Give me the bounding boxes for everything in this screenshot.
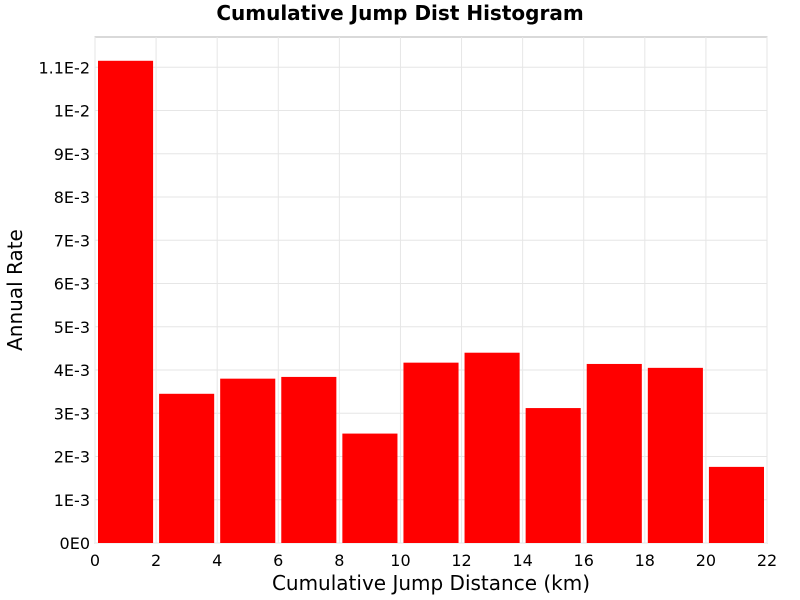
y-tick-label: 1.1E-2 [38, 58, 90, 77]
x-tick-label: 2 [151, 551, 161, 570]
x-tick-label: 18 [635, 551, 655, 570]
histogram-bar [98, 60, 154, 544]
x-tick-label: 16 [574, 551, 594, 570]
y-tick-label: 0E0 [60, 534, 90, 553]
histogram-bar [281, 376, 337, 543]
histogram-bar [342, 433, 398, 543]
y-tick-label: 6E-3 [54, 275, 90, 294]
y-axis-label: Annual Rate [3, 229, 27, 351]
x-tick-label: 0 [90, 551, 100, 570]
histogram-bar [525, 408, 581, 543]
y-axis-ticks: 0E0 1E-3 2E-3 3E-3 4E-3 5E-3 6E-3 7E-3 8E-3 9E-3 1… [38, 58, 90, 553]
x-tick-label: 8 [334, 551, 344, 570]
y-tick-label: 1E-3 [54, 491, 90, 510]
y-tick-label: 5E-3 [54, 318, 90, 337]
chart-title: Cumulative Jump Dist Histogram [216, 1, 583, 25]
y-tick-label: 1E-2 [54, 102, 90, 121]
x-tick-label: 10 [390, 551, 410, 570]
histogram-bar [403, 362, 459, 543]
y-tick-label: 9E-3 [54, 145, 90, 164]
x-tick-label: 6 [273, 551, 283, 570]
y-tick-label: 8E-3 [54, 188, 90, 207]
x-axis-label: Cumulative Jump Distance (km) [272, 571, 590, 595]
y-tick-label: 2E-3 [54, 448, 90, 467]
bars [98, 60, 764, 544]
histogram-bar [220, 378, 276, 543]
histogram-bar [647, 367, 703, 543]
x-axis-ticks: 0 2 4 6 8 10 12 14 16 18 20 22 [90, 551, 777, 570]
x-tick-label: 4 [212, 551, 222, 570]
x-tick-label: 22 [757, 551, 777, 570]
histogram-bar [464, 352, 520, 543]
x-tick-label: 12 [451, 551, 471, 570]
x-tick-label: 14 [512, 551, 532, 570]
histogram-bar [159, 393, 215, 543]
y-tick-label: 4E-3 [54, 361, 90, 380]
y-tick-label: 3E-3 [54, 404, 90, 423]
x-tick-label: 20 [696, 551, 716, 570]
histogram-bar [708, 466, 764, 543]
histogram-bar [586, 363, 642, 543]
y-tick-label: 7E-3 [54, 231, 90, 250]
